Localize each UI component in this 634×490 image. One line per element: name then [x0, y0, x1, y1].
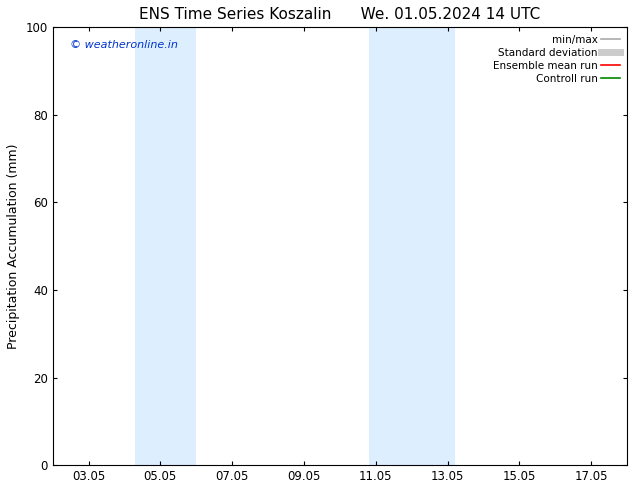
Bar [368, 27, 394, 465]
Y-axis label: Precipitation Accumulation (mm): Precipitation Accumulation (mm) [7, 144, 20, 349]
Bar [135, 27, 196, 465]
Text: © weatheronline.in: © weatheronline.in [70, 40, 178, 50]
Legend: min/max, Standard deviation, Ensemble mean run, Controll run: min/max, Standard deviation, Ensemble me… [489, 30, 624, 88]
Bar [394, 27, 455, 465]
Title: ENS Time Series Koszalin      We. 01.05.2024 14 UTC: ENS Time Series Koszalin We. 01.05.2024 … [139, 7, 540, 22]
